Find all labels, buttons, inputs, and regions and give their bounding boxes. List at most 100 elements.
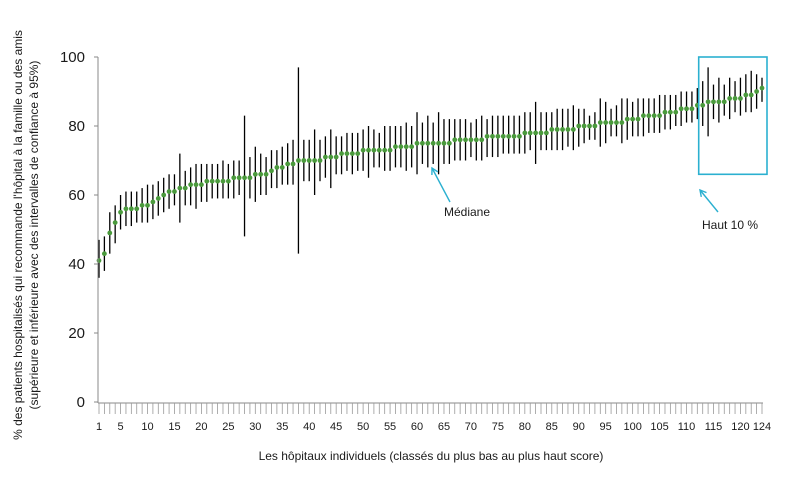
x-tick-label: 100	[623, 421, 641, 433]
data-point	[641, 113, 646, 119]
data-point	[220, 178, 226, 184]
data-point	[242, 175, 247, 181]
data-point	[689, 106, 695, 112]
data-point	[166, 189, 172, 194]
data-point	[473, 137, 479, 143]
x-axis-title: Les hôpitaux individuels (classés du plu…	[259, 449, 604, 463]
data-point	[420, 140, 425, 146]
data-point	[624, 116, 630, 122]
data-point	[533, 130, 539, 136]
data-point	[554, 127, 560, 132]
data-point	[619, 120, 625, 125]
data-point	[139, 202, 145, 208]
data-point	[398, 144, 404, 150]
data-point	[328, 154, 334, 160]
data-point	[490, 133, 495, 139]
data-point	[161, 192, 167, 198]
data-point	[436, 140, 441, 146]
x-tick-label: 40	[303, 421, 315, 433]
error-bars	[98, 67, 763, 278]
data-point	[543, 130, 549, 136]
data-point	[430, 140, 436, 146]
data-point	[511, 133, 517, 139]
data-point	[732, 96, 738, 101]
data-point	[495, 133, 501, 139]
data-point	[452, 137, 458, 143]
data-point	[662, 109, 668, 115]
data-point	[425, 140, 431, 146]
data-point	[258, 171, 264, 177]
data-point	[727, 96, 733, 101]
y-tick-label: 40	[68, 256, 85, 273]
data-point	[150, 199, 156, 205]
data-point	[743, 92, 749, 98]
data-point	[312, 158, 318, 163]
x-tick-label: 70	[465, 421, 477, 433]
data-point	[145, 202, 150, 208]
data-point	[269, 168, 274, 174]
data-point	[371, 147, 377, 153]
data-point	[393, 144, 398, 150]
data-point	[274, 165, 280, 170]
x-tick-label: 35	[276, 421, 288, 433]
data-point	[387, 147, 393, 153]
data-point	[101, 251, 107, 257]
data-point	[376, 147, 382, 153]
data-point	[651, 113, 657, 119]
median-label: Médiane	[444, 205, 490, 219]
y-axis-title-line-1: % des patients hospitalisés qui recomman…	[11, 30, 25, 440]
x-tick-label: 80	[519, 421, 531, 433]
data-point	[215, 178, 220, 184]
data-point	[635, 116, 641, 122]
data-point	[597, 120, 603, 125]
data-point	[587, 123, 592, 129]
data-point	[603, 120, 609, 125]
data-point	[263, 171, 269, 177]
data-point	[344, 151, 350, 157]
data-point	[209, 178, 215, 184]
data-point	[177, 185, 183, 191]
data-point	[441, 140, 447, 146]
data-point	[581, 123, 587, 129]
x-tick-label: 115	[705, 421, 723, 433]
y-axis-title-line-2: (supérieure et inférieure avec des inter…	[27, 61, 41, 410]
data-point	[630, 116, 636, 122]
data-point	[614, 120, 619, 125]
x-tick-label: 75	[492, 421, 504, 433]
data-point	[193, 182, 199, 188]
data-point	[355, 151, 361, 157]
data-point	[317, 158, 323, 163]
x-tick-label: 65	[438, 421, 450, 433]
data-point	[522, 130, 528, 136]
data-point	[560, 127, 565, 132]
data-point	[538, 130, 544, 136]
data-point	[506, 133, 512, 139]
top-10-label: Haut 10 %	[702, 218, 758, 232]
y-tick-label: 20	[68, 325, 85, 342]
data-point	[716, 99, 722, 105]
x-tick-label: 45	[330, 421, 342, 433]
x-tick-label: 25	[222, 421, 234, 433]
data-point	[446, 140, 452, 146]
y-tick-label: 100	[60, 49, 85, 66]
data-point	[646, 113, 652, 119]
data-point	[155, 196, 161, 201]
data-point	[517, 133, 522, 139]
data-point	[225, 178, 231, 184]
data-point	[576, 123, 582, 129]
x-tick-label: 30	[249, 421, 261, 433]
data-point	[107, 230, 113, 236]
data-point	[711, 99, 716, 105]
data-point	[128, 206, 134, 212]
data-point	[349, 151, 355, 157]
data-point	[123, 206, 129, 212]
data-point	[705, 99, 711, 105]
data-point	[360, 147, 366, 153]
data-point	[247, 175, 253, 181]
data-point	[252, 171, 258, 177]
data-point	[403, 144, 409, 150]
x-tick-label: 15	[168, 421, 180, 433]
x-tick-label: 124	[753, 421, 771, 433]
